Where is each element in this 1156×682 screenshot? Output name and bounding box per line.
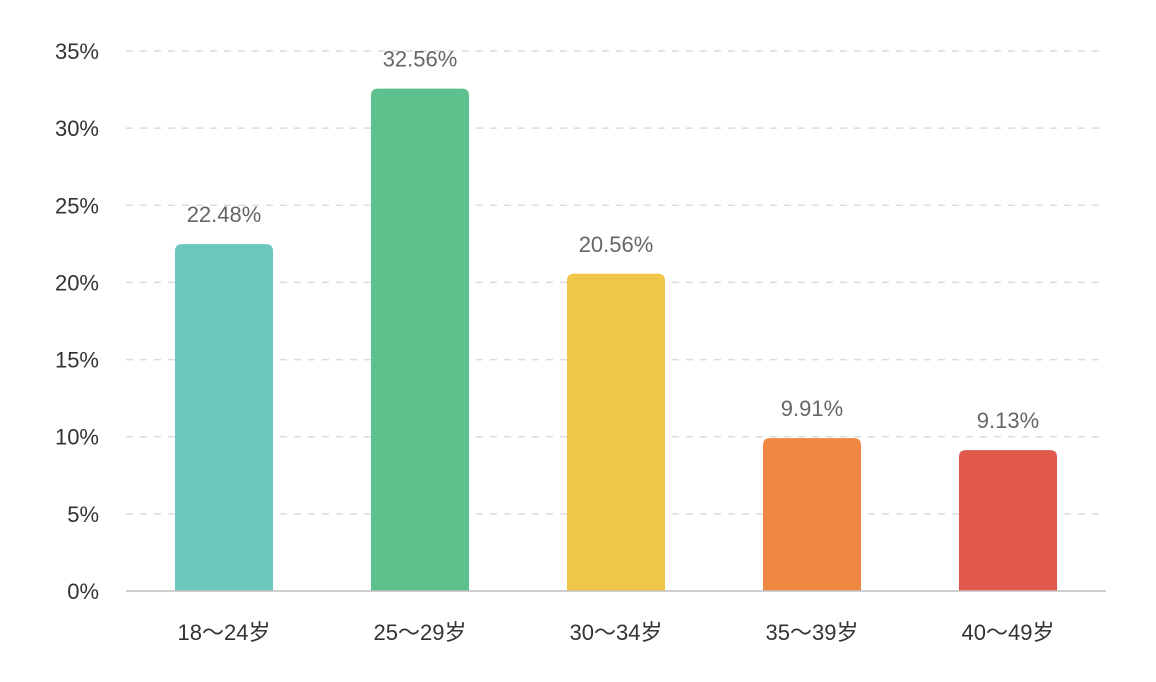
bar-value-label: 9.91% [781,396,843,421]
x-axis-ticks: 18～24岁 25～29岁 30～34岁 35～39岁 40～49岁 [178,620,1055,645]
bar-value-label: 9.13% [977,408,1039,433]
bar-value-label: 20.56% [579,232,654,257]
y-axis-ticks: 0% 5% 10% 15% 20% 25% 30% 35% [55,39,99,604]
bar [763,438,861,591]
y-tick-label: 15% [55,348,99,373]
bar [567,273,665,591]
bar-value-label: 22.48% [187,202,262,227]
bar [959,450,1057,591]
bar [175,244,273,591]
y-tick-label: 35% [55,39,99,64]
bar [371,88,469,591]
y-tick-label: 30% [55,116,99,141]
x-tick-label: 30～34岁 [570,620,663,645]
bar-value-label: 32.56% [383,47,458,72]
x-tick-label: 35～39岁 [766,620,859,645]
y-tick-label: 20% [55,270,99,295]
x-tick-label: 25～29岁 [374,620,467,645]
y-tick-label: 10% [55,425,99,450]
y-tick-label: 5% [67,502,99,527]
x-tick-label: 40～49岁 [962,620,1055,645]
y-tick-label: 0% [67,579,99,604]
y-tick-label: 25% [55,193,99,218]
bars [175,88,1057,591]
value-labels: 22.48% 32.56% 20.56% 9.91% 9.13% [187,47,1040,433]
x-tick-label: 18～24岁 [178,620,271,645]
